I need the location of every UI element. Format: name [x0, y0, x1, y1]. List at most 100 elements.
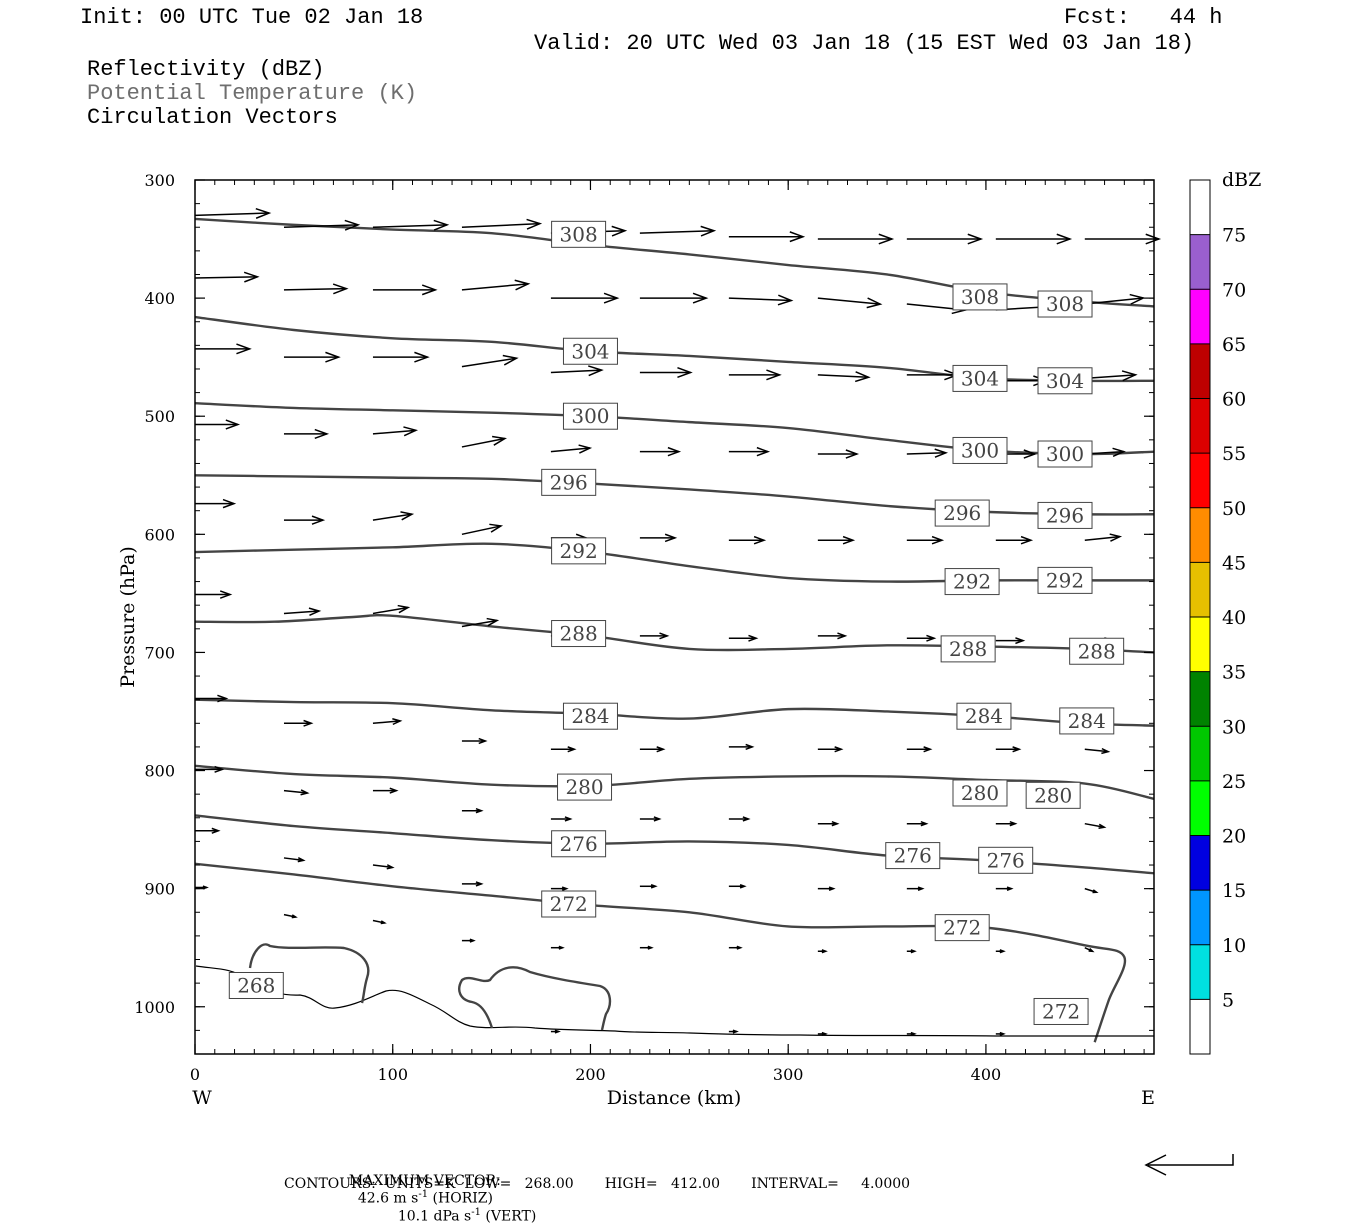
circulation-vector — [995, 949, 1006, 954]
contour-label-304: 304 — [952, 364, 1008, 392]
circulation-vector — [372, 919, 387, 925]
cold-region-268 — [195, 943, 1154, 1037]
contour-label-284: 284 — [562, 702, 618, 730]
valid-time: Valid: 20 UTC Wed 03 Jan 18 (15 EST Wed … — [534, 31, 1195, 56]
contour-label-308: 308 — [952, 283, 1008, 311]
circulation-vector — [372, 426, 419, 437]
colorbar-segment — [1190, 890, 1210, 945]
circulation-vector — [728, 945, 743, 950]
circulation-vector — [283, 719, 314, 727]
circulation-vector — [639, 533, 678, 543]
svg-text:300: 300 — [1046, 442, 1084, 466]
colorbar-tick-label: 50 — [1222, 498, 1246, 520]
colorbar-tick-label: 35 — [1222, 662, 1246, 684]
east-label: E — [1141, 1087, 1155, 1109]
circulation-vector — [461, 938, 476, 943]
vert-unit: (VERT) — [480, 1208, 537, 1224]
circulation-vector — [639, 945, 654, 950]
contour-280 — [194, 764, 1155, 801]
svg-text:272: 272 — [943, 916, 981, 940]
circulation-vector — [550, 1029, 561, 1034]
circulation-vector — [283, 913, 298, 919]
colorbar-segment — [1190, 726, 1210, 781]
x-tick-label: 100 — [377, 1065, 408, 1084]
circulation-vector — [550, 365, 604, 377]
svg-text:280: 280 — [565, 775, 603, 799]
contour-label-296: 296 — [934, 499, 990, 527]
contour-label-304: 304 — [562, 337, 618, 365]
contour-label-292: 292 — [551, 537, 607, 565]
contour-label-288: 288 — [940, 635, 996, 663]
circulation-vector — [461, 523, 504, 536]
circulation-vector — [639, 746, 666, 753]
circulation-vector — [283, 515, 326, 525]
svg-text:280: 280 — [961, 781, 999, 805]
circulation-vector — [995, 820, 1018, 827]
circulation-vector — [461, 881, 484, 887]
vert-value: 10.1 dPa s — [397, 1208, 472, 1224]
circulation-vector — [995, 1031, 1006, 1036]
colorbar-tick-label: 5 — [1222, 989, 1234, 1011]
colorbar-segment — [1190, 671, 1210, 727]
circulation-vector — [728, 294, 794, 306]
colorbar-tick-label: 60 — [1222, 389, 1246, 411]
contour-label-288: 288 — [1069, 637, 1125, 665]
colorbar-segment — [1190, 780, 1210, 836]
circulation-vector — [906, 746, 933, 753]
circulation-vector — [995, 746, 1022, 753]
circulation-vector — [372, 219, 450, 231]
circulation-vector — [283, 789, 310, 796]
x-axis-label: Distance (km) — [607, 1087, 742, 1109]
colorbar: 5 10 15 20 25 30 35 40 45 50 55 60 65 70 75 — [1189, 179, 1246, 1055]
contour-label-280: 280 — [1025, 781, 1081, 809]
circulation-vector — [817, 746, 844, 753]
circulation-vector — [728, 1029, 739, 1034]
contour-labels: 308 308 308 304 304 304 300 300 300 296 296 296 292 2… — [228, 220, 1125, 1025]
contour-label-308: 308 — [1037, 290, 1093, 318]
plot-frame — [194, 179, 1155, 1055]
circulation-vector — [906, 949, 917, 954]
circulation-vector — [461, 617, 500, 628]
circulation-vector — [995, 637, 1026, 645]
contour-label-284: 284 — [956, 702, 1012, 730]
colorbar-segment — [1190, 617, 1210, 672]
circulation-vector — [995, 886, 1014, 891]
contour-label-300: 300 — [952, 436, 1008, 464]
svg-text:272: 272 — [1042, 999, 1080, 1023]
circulation-vector — [639, 225, 717, 237]
colorbar-tick-label: 40 — [1222, 607, 1246, 629]
circulation-vector — [1084, 947, 1095, 953]
circulation-vector — [195, 590, 233, 599]
circulation-vector — [817, 632, 848, 640]
circulation-vectors — [194, 207, 1162, 1036]
x-tick-label: 0 — [190, 1065, 200, 1084]
contour-label-292: 292 — [1037, 566, 1093, 594]
colorbar-segment — [1190, 343, 1210, 399]
contour-cell-middle — [458, 966, 612, 1031]
circulation-vector — [550, 746, 577, 753]
circulation-vector — [1084, 293, 1146, 305]
svg-text:268: 268 — [237, 973, 275, 997]
circulation-vector — [639, 883, 658, 889]
contour-label-276: 276 — [551, 830, 607, 858]
circulation-vector — [1084, 370, 1138, 382]
colorbar-segment — [1190, 453, 1210, 508]
y-tick-label: 500 — [144, 407, 175, 426]
colorbar-tick-label: 20 — [1222, 826, 1246, 848]
circulation-vector — [906, 1031, 917, 1036]
theta-contours — [194, 217, 1155, 1043]
circulation-vector — [283, 607, 322, 617]
circulation-vector — [728, 446, 771, 457]
colorbar-segment — [1190, 944, 1210, 1000]
circulation-vector — [995, 233, 1073, 245]
svg-text:276: 276 — [987, 848, 1025, 872]
circulation-vector — [1084, 887, 1099, 894]
circulation-vector — [461, 807, 484, 814]
colorbar-segment — [1190, 234, 1210, 290]
horiz-exp: -1 — [418, 1189, 429, 1200]
svg-text:284: 284 — [1068, 709, 1106, 733]
colorbar-tick-label: 75 — [1222, 225, 1246, 247]
contour-label-280: 280 — [952, 779, 1008, 807]
circulation-vector — [372, 351, 430, 363]
circulation-vector — [817, 535, 856, 545]
